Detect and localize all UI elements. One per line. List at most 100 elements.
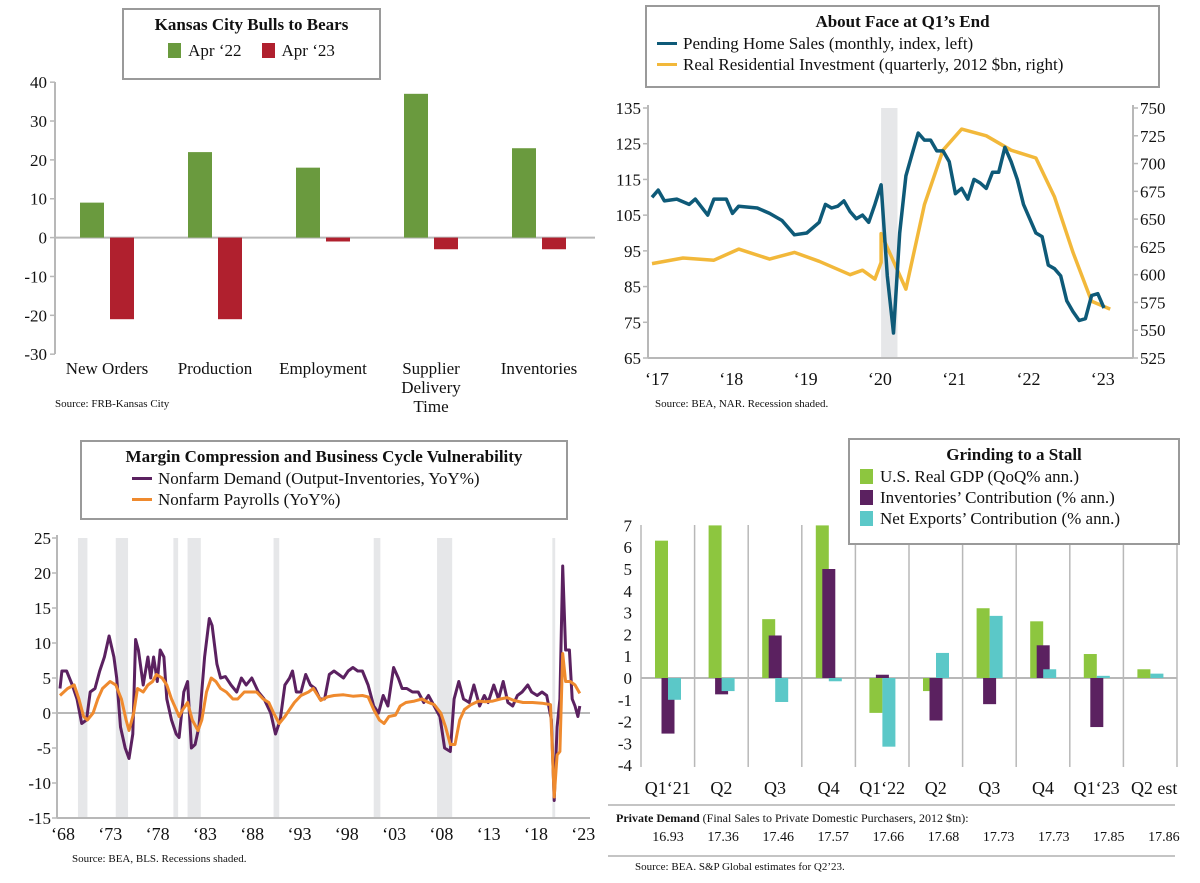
right-tick-label: 575 bbox=[1140, 293, 1166, 312]
y-tick-label: 5 bbox=[43, 669, 52, 688]
y-tick-label: -5 bbox=[37, 739, 51, 758]
recession-band bbox=[373, 538, 381, 818]
y-tick-label: 10 bbox=[34, 634, 51, 653]
x-tick-label: ‘08 bbox=[429, 824, 453, 844]
bar-apr-23 bbox=[110, 237, 134, 320]
y-tick-label: 30 bbox=[30, 112, 47, 131]
x-tick-label: ‘73 bbox=[98, 824, 122, 844]
y-tick-label: -10 bbox=[24, 267, 47, 286]
bar-apr-22 bbox=[296, 167, 320, 238]
right-tick-label: 550 bbox=[1140, 321, 1166, 340]
legend-label: Nonfarm Demand (Output-Inventories, YoY%… bbox=[158, 469, 480, 488]
legend-item: Nonfarm Payrolls (YoY%) bbox=[92, 489, 556, 510]
category-label: Q2 est bbox=[1131, 778, 1178, 798]
legend-item: U.S. Real GDP (QoQ% ann.) bbox=[860, 466, 1168, 487]
x-tick-label: ‘83 bbox=[193, 824, 217, 844]
x-tick-label: ‘13 bbox=[477, 824, 501, 844]
category-label: Q3 bbox=[978, 778, 1000, 798]
y-tick-label: -10 bbox=[28, 774, 51, 793]
recession-band bbox=[881, 108, 898, 358]
y-tick-label: 7 bbox=[624, 516, 633, 535]
bar-net-exports bbox=[775, 678, 789, 702]
x-tick-label: ‘68 bbox=[51, 824, 75, 844]
bar-inventories bbox=[1090, 678, 1104, 728]
bar-net-exports bbox=[1150, 673, 1164, 678]
y-tick-label: -1 bbox=[618, 691, 632, 710]
y-tick-label: 20 bbox=[34, 564, 51, 583]
bar-apr-23 bbox=[326, 237, 350, 242]
y-tick-label: 2 bbox=[624, 625, 633, 644]
left-tick-label: 75 bbox=[624, 313, 641, 332]
y-tick-label: 6 bbox=[624, 538, 633, 557]
legend-pending: About Face at Q1’s End Pending Home Sale… bbox=[645, 5, 1160, 88]
legend-item: Apr ‘23 bbox=[261, 40, 335, 61]
legend-item: Pending Home Sales (monthly, index, left… bbox=[657, 33, 1148, 54]
bar-apr-23 bbox=[218, 237, 242, 320]
swatch bbox=[860, 511, 873, 526]
series-real-residential-investment bbox=[651, 127, 1111, 311]
x-tick-label: ‘93 bbox=[288, 824, 312, 844]
private-demand-value: 17.73 bbox=[983, 830, 1015, 845]
private-demand-value: 17.85 bbox=[1093, 830, 1125, 845]
legend-kc: Kansas City Bulls to Bears Apr ‘22 Apr ‘… bbox=[122, 8, 381, 80]
x-tick-label: ‘17 bbox=[645, 369, 669, 389]
private-demand-value: 17.86 bbox=[1148, 830, 1180, 845]
y-tick-label: 10 bbox=[30, 190, 47, 209]
y-tick-label: 15 bbox=[34, 599, 51, 618]
legend-label: Real Residential Investment (quarterly, … bbox=[683, 55, 1064, 74]
x-tick-label: ‘18 bbox=[719, 369, 743, 389]
private-demand-value: 17.57 bbox=[818, 830, 850, 845]
left-tick-label: 135 bbox=[616, 99, 642, 118]
legend-item: Inventories’ Contribution (% ann.) bbox=[860, 487, 1168, 508]
swatch bbox=[132, 477, 152, 480]
bar-apr-22 bbox=[512, 148, 536, 238]
bar-apr-22 bbox=[404, 93, 428, 238]
right-tick-label: 725 bbox=[1140, 127, 1166, 146]
y-tick-label: 0 bbox=[624, 669, 633, 688]
x-tick-label: ‘19 bbox=[794, 369, 818, 389]
private-demand-value: 17.73 bbox=[1038, 830, 1070, 845]
left-tick-label: 115 bbox=[616, 170, 641, 189]
y-tick-label: -20 bbox=[24, 306, 47, 325]
bar-net-exports bbox=[1043, 669, 1057, 678]
legend-label: Net Exports’ Contribution (% ann.) bbox=[880, 509, 1121, 528]
category-label: Q1‘22 bbox=[859, 778, 905, 798]
source-note: Source: BEA, BLS. Recessions shaded. bbox=[72, 853, 247, 865]
legend-label: Nonfarm Payrolls (YoY%) bbox=[158, 490, 341, 509]
series-pending-home-sales bbox=[650, 131, 1106, 335]
y-tick-label: -3 bbox=[618, 734, 632, 753]
chart-title: Grinding to a Stall bbox=[946, 445, 1082, 464]
y-tick-label: 0 bbox=[39, 229, 48, 248]
bar-net-exports bbox=[1096, 675, 1110, 678]
bar-inventories bbox=[768, 635, 782, 678]
legend-label: U.S. Real GDP (QoQ% ann.) bbox=[880, 467, 1080, 486]
y-tick-label: -15 bbox=[28, 809, 51, 828]
recession-band bbox=[437, 538, 453, 818]
bar-gdp bbox=[708, 525, 722, 678]
swatch bbox=[168, 43, 182, 58]
bar-net-exports bbox=[721, 678, 735, 692]
bar-net-exports bbox=[668, 678, 681, 700]
y-tick-label: 20 bbox=[30, 151, 47, 170]
right-tick-label: 625 bbox=[1140, 238, 1166, 257]
category-label: Q1‘21 bbox=[645, 778, 691, 798]
x-tick-label: ‘98 bbox=[335, 824, 359, 844]
bar-apr-23 bbox=[434, 237, 458, 250]
swatch bbox=[657, 63, 677, 66]
recession-band bbox=[187, 538, 201, 818]
category-label: New Orders bbox=[66, 359, 149, 378]
chart-title: Margin Compression and Business Cycle Vu… bbox=[125, 447, 523, 466]
legend-label: Apr ‘22 bbox=[188, 41, 242, 60]
bar-inventories bbox=[875, 674, 889, 678]
chart-title: Kansas City Bulls to Bears bbox=[154, 15, 349, 34]
right-tick-label: 650 bbox=[1140, 210, 1166, 229]
bar-inventories bbox=[929, 678, 943, 721]
recession-band bbox=[173, 538, 179, 818]
x-tick-label: ‘88 bbox=[240, 824, 264, 844]
category-label: Q2 bbox=[925, 778, 947, 798]
chart-title: About Face at Q1’s End bbox=[815, 12, 990, 31]
private-demand-value: 17.36 bbox=[707, 830, 739, 845]
series-nonfarm-payrolls bbox=[58, 652, 582, 799]
category-label: Q4 bbox=[818, 778, 840, 798]
